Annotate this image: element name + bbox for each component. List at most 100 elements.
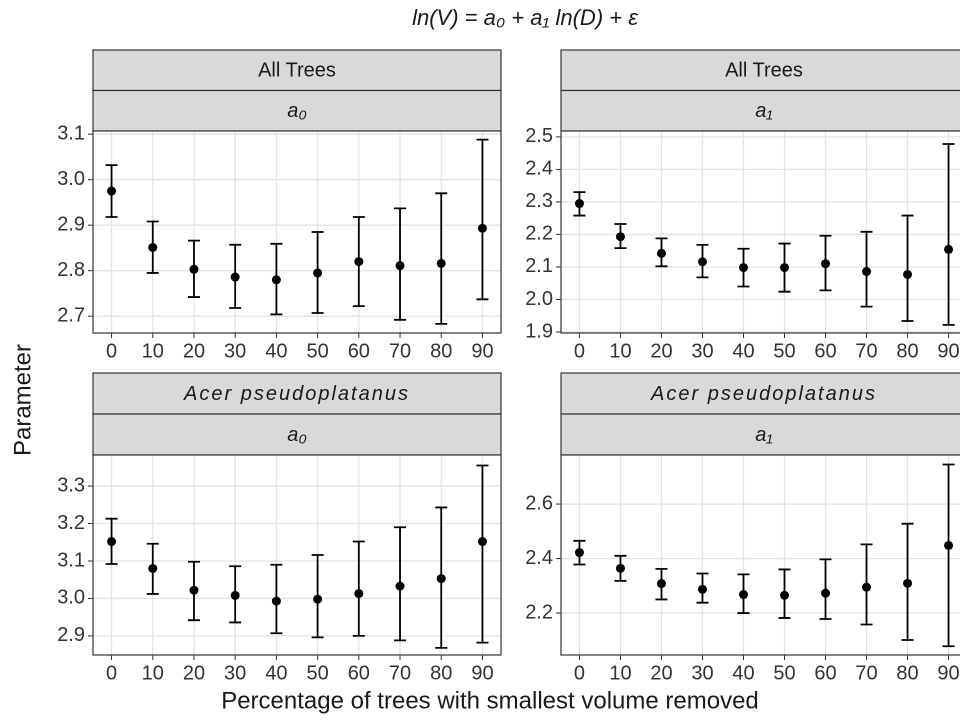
x-tick-label: 10 (609, 340, 631, 362)
x-tick-label: 80 (896, 662, 918, 684)
y-tick-label: 2.9 (57, 213, 85, 235)
x-tick-label: 60 (348, 662, 370, 684)
x-tick-label: 50 (773, 662, 795, 684)
x-tick-label: 40 (732, 340, 754, 362)
strip (92, 372, 502, 415)
point (780, 263, 790, 273)
y-tick-label: 2.4 (525, 158, 553, 180)
x-tick-label: 60 (814, 340, 836, 362)
point (148, 242, 158, 252)
point (574, 199, 584, 209)
x-tick-label: 60 (814, 662, 836, 684)
point (574, 548, 584, 558)
x-tick-label: 20 (650, 340, 672, 362)
panel (93, 455, 501, 655)
y-tick-label: 3.0 (57, 168, 85, 190)
x-tick-label: 90 (937, 340, 959, 362)
y-tick-label: 2.4 (525, 547, 553, 569)
strip-label: a₁ (755, 424, 772, 446)
point (477, 537, 487, 547)
strip-label: a₀ (287, 424, 307, 446)
x-tick-label: 60 (348, 340, 370, 362)
point (395, 261, 405, 271)
strip-label: Acer pseudoplatanus (183, 383, 410, 405)
x-tick-label: 30 (691, 340, 713, 362)
error-bar (476, 138, 489, 301)
point (230, 272, 240, 282)
error-bar (942, 143, 955, 326)
y-tick-label: 2.7 (57, 304, 85, 326)
point (821, 259, 831, 269)
x-tick-label: 50 (306, 340, 328, 362)
x-tick-label: 90 (937, 662, 959, 684)
y-tick-label: 2.2 (525, 601, 553, 623)
x-tick-label: 80 (430, 662, 452, 684)
panel-border (560, 454, 960, 656)
point (230, 590, 240, 600)
x-tick-label: 20 (650, 662, 672, 684)
x-tick-label: 10 (142, 662, 164, 684)
strip (92, 89, 502, 132)
strip-label: All Trees (725, 60, 803, 82)
point (313, 268, 323, 278)
point (903, 578, 913, 588)
point (354, 589, 364, 599)
x-tick-label: 40 (265, 662, 287, 684)
y-tick-label: 3.3 (57, 474, 85, 496)
error-bar (435, 192, 448, 325)
point (615, 563, 625, 573)
point (395, 581, 405, 591)
point (862, 267, 872, 277)
x-tick-label: 90 (471, 340, 493, 362)
point (189, 585, 199, 595)
x-axis-label: Percentage of trees with smallest volume… (221, 687, 759, 714)
x-tick-label: 30 (224, 340, 246, 362)
y-tick-label: 2.3 (525, 190, 553, 212)
error-bar (901, 214, 914, 322)
strip (560, 413, 960, 456)
panel-border (92, 130, 502, 334)
y-tick-label: 2.1 (525, 255, 553, 277)
y-tick-label: 3.0 (57, 587, 85, 609)
point (271, 275, 281, 285)
point (697, 257, 707, 267)
strip (560, 49, 960, 92)
x-tick-label: 10 (142, 340, 164, 362)
point (903, 269, 913, 279)
error-bar (352, 540, 365, 637)
point (697, 584, 707, 594)
x-tick-label: 40 (265, 340, 287, 362)
x-tick-label: 90 (471, 662, 493, 684)
y-axis-label: Parameter (9, 344, 36, 456)
point (944, 244, 954, 254)
point (656, 579, 666, 589)
panel-border (92, 454, 502, 656)
y-tick-label: 2.9 (57, 624, 85, 646)
y-tick-label: 2.2 (525, 223, 553, 245)
chart-title: ln(V) = a₀ + a₁ ln(D) + ε (412, 5, 638, 30)
x-tick-label: 30 (691, 662, 713, 684)
strip (560, 89, 960, 132)
x-tick-label: 70 (855, 662, 877, 684)
point (436, 574, 446, 584)
strip (92, 413, 502, 456)
x-tick-label: 10 (609, 662, 631, 684)
x-tick-label: 80 (430, 340, 452, 362)
point (313, 594, 323, 604)
point (148, 563, 158, 573)
point (862, 582, 872, 592)
error-bar (476, 464, 489, 644)
point (107, 186, 117, 196)
point (271, 596, 281, 606)
y-tick-label: 3.1 (57, 122, 85, 144)
y-tick-label: 2.5 (525, 125, 553, 147)
y-tick-label: 3.1 (57, 549, 85, 571)
point (738, 263, 748, 273)
point (780, 590, 790, 600)
strip (92, 49, 502, 92)
point (738, 590, 748, 600)
strip-label: a₁ (755, 100, 772, 122)
y-tick-label: 3.2 (57, 512, 85, 534)
x-tick-label: 30 (224, 662, 246, 684)
